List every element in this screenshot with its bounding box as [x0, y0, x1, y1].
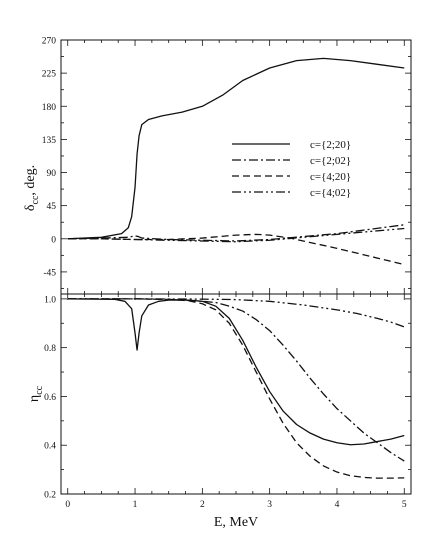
top-y-axis-label-main: δ	[23, 204, 38, 211]
bottom-y-axis-label-sub: cc	[34, 385, 45, 394]
series-line	[67, 298, 405, 479]
bottom-y-axis-label: ηcc	[27, 385, 45, 402]
y-tick-label: 180	[42, 103, 57, 113]
y-tick-label: 225	[42, 70, 57, 80]
x-tick-labels: 0 1 2 3 4 5	[65, 500, 407, 510]
x-tick-label: 1	[133, 500, 138, 510]
y-tick-label: 90	[47, 169, 57, 179]
top-y-axis-label-unit: , deg.	[23, 165, 38, 196]
series-line	[67, 298, 405, 328]
series-line	[67, 57, 405, 240]
x-tick-label: 4	[335, 500, 340, 510]
x-tick-label: 5	[402, 500, 407, 510]
x-axis-label: E, MeV	[214, 515, 258, 530]
top-panel-series	[67, 57, 405, 266]
y-tick-label: 0.4	[44, 442, 56, 452]
legend-label: c={2;02}	[310, 155, 351, 167]
y-tick-label: 135	[42, 136, 57, 146]
y-tick-label: 0	[51, 235, 56, 245]
legend-label: c={4;20}	[310, 171, 351, 183]
y-tick-label: 1.0	[44, 295, 56, 305]
top-y-axis-label-sub: cc	[30, 195, 41, 204]
y-tick-label: 0.6	[44, 393, 56, 403]
top-panel-y-tick-labels: -45 0 45 90 135 180 225 270	[42, 37, 57, 279]
legend-label: c={2;20}	[310, 139, 351, 151]
bottom-panel-y-tick-labels: 0.2 0.4 0.6 0.8 1.0	[44, 295, 56, 500]
y-tick-label: 0.2	[44, 491, 56, 501]
y-tick-label: 45	[47, 202, 57, 212]
legend: c={2;20} c={2;02} c={4;20} c={4;02}	[232, 139, 351, 199]
x-tick-label: 2	[200, 500, 205, 510]
series-line	[67, 298, 405, 446]
plot-frame	[60, 293, 412, 495]
x-tick-label: 0	[65, 500, 70, 510]
series-line	[67, 298, 405, 462]
inelasticity-panel: 0.2 0.4 0.6 0.8 1.0 0 1 2 3 4 5 ηcc E, MeV	[27, 293, 412, 530]
legend-label: c={4;02}	[310, 187, 351, 199]
series-line	[67, 227, 405, 243]
y-tick-label: -45	[43, 268, 56, 278]
bottom-y-axis-label-main: η	[27, 395, 42, 402]
top-y-axis-label: δcc, deg.	[23, 165, 41, 211]
y-tick-label: 270	[42, 37, 57, 47]
bottom-panel-series	[67, 298, 405, 479]
y-tick-label: 0.8	[44, 344, 56, 354]
x-tick-label: 3	[267, 500, 272, 510]
bottom-panel-frame	[60, 293, 412, 495]
